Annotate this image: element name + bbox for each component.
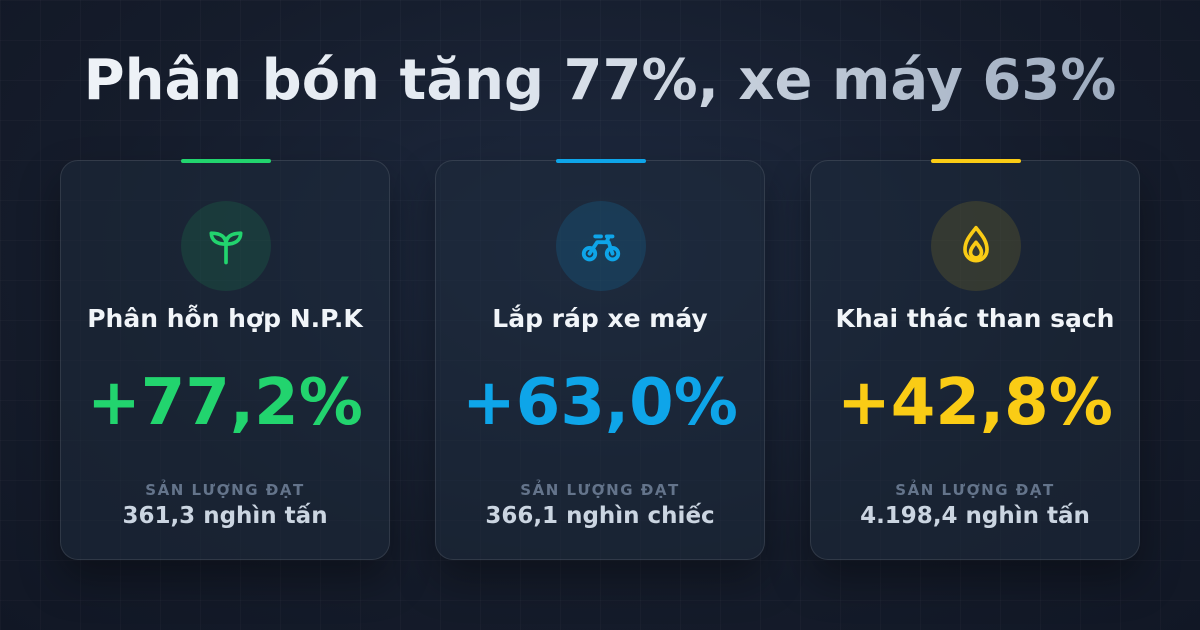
card: Phân hỗn hợp N.P.K +77,2% SẢN LƯỢNG ĐẠT … — [60, 159, 390, 560]
accent-bar — [181, 159, 271, 163]
accent-bar — [931, 159, 1021, 163]
card-change: +77,2% — [87, 366, 363, 440]
card-label: Phân hỗn hợp N.P.K — [87, 304, 363, 333]
card-caption: SẢN LƯỢNG ĐẠT — [520, 481, 680, 499]
card: Khai thác than sạch +42,8% SẢN LƯỢNG ĐẠT… — [810, 159, 1140, 560]
card-output: 366,1 nghìn chiếc — [485, 503, 715, 529]
card-caption: SẢN LƯỢNG ĐẠT — [145, 481, 305, 499]
icon — [181, 201, 271, 291]
bike-icon — [581, 234, 621, 262]
card-label: Khai thác than sạch — [835, 304, 1115, 333]
card: Lắp ráp xe máy +63,0% SẢN LƯỢNG ĐẠT 366,… — [435, 159, 765, 560]
card-output: 4.198,4 nghìn tấn — [860, 503, 1090, 529]
card-change: +42,8% — [837, 366, 1113, 440]
card-output: 361,3 nghìn tấn — [122, 503, 328, 529]
accent-bar — [556, 159, 646, 163]
card-caption: SẢN LƯỢNG ĐẠT — [895, 481, 1055, 499]
title: Phân bón tăng 77%, xe máy 63% — [0, 46, 1200, 116]
card-change: +63,0% — [462, 366, 738, 440]
icon — [556, 201, 646, 291]
card-label: Lắp ráp xe máy — [492, 304, 708, 333]
icon — [931, 201, 1021, 291]
sprout-icon — [209, 231, 243, 265]
flame-icon — [963, 225, 989, 263]
